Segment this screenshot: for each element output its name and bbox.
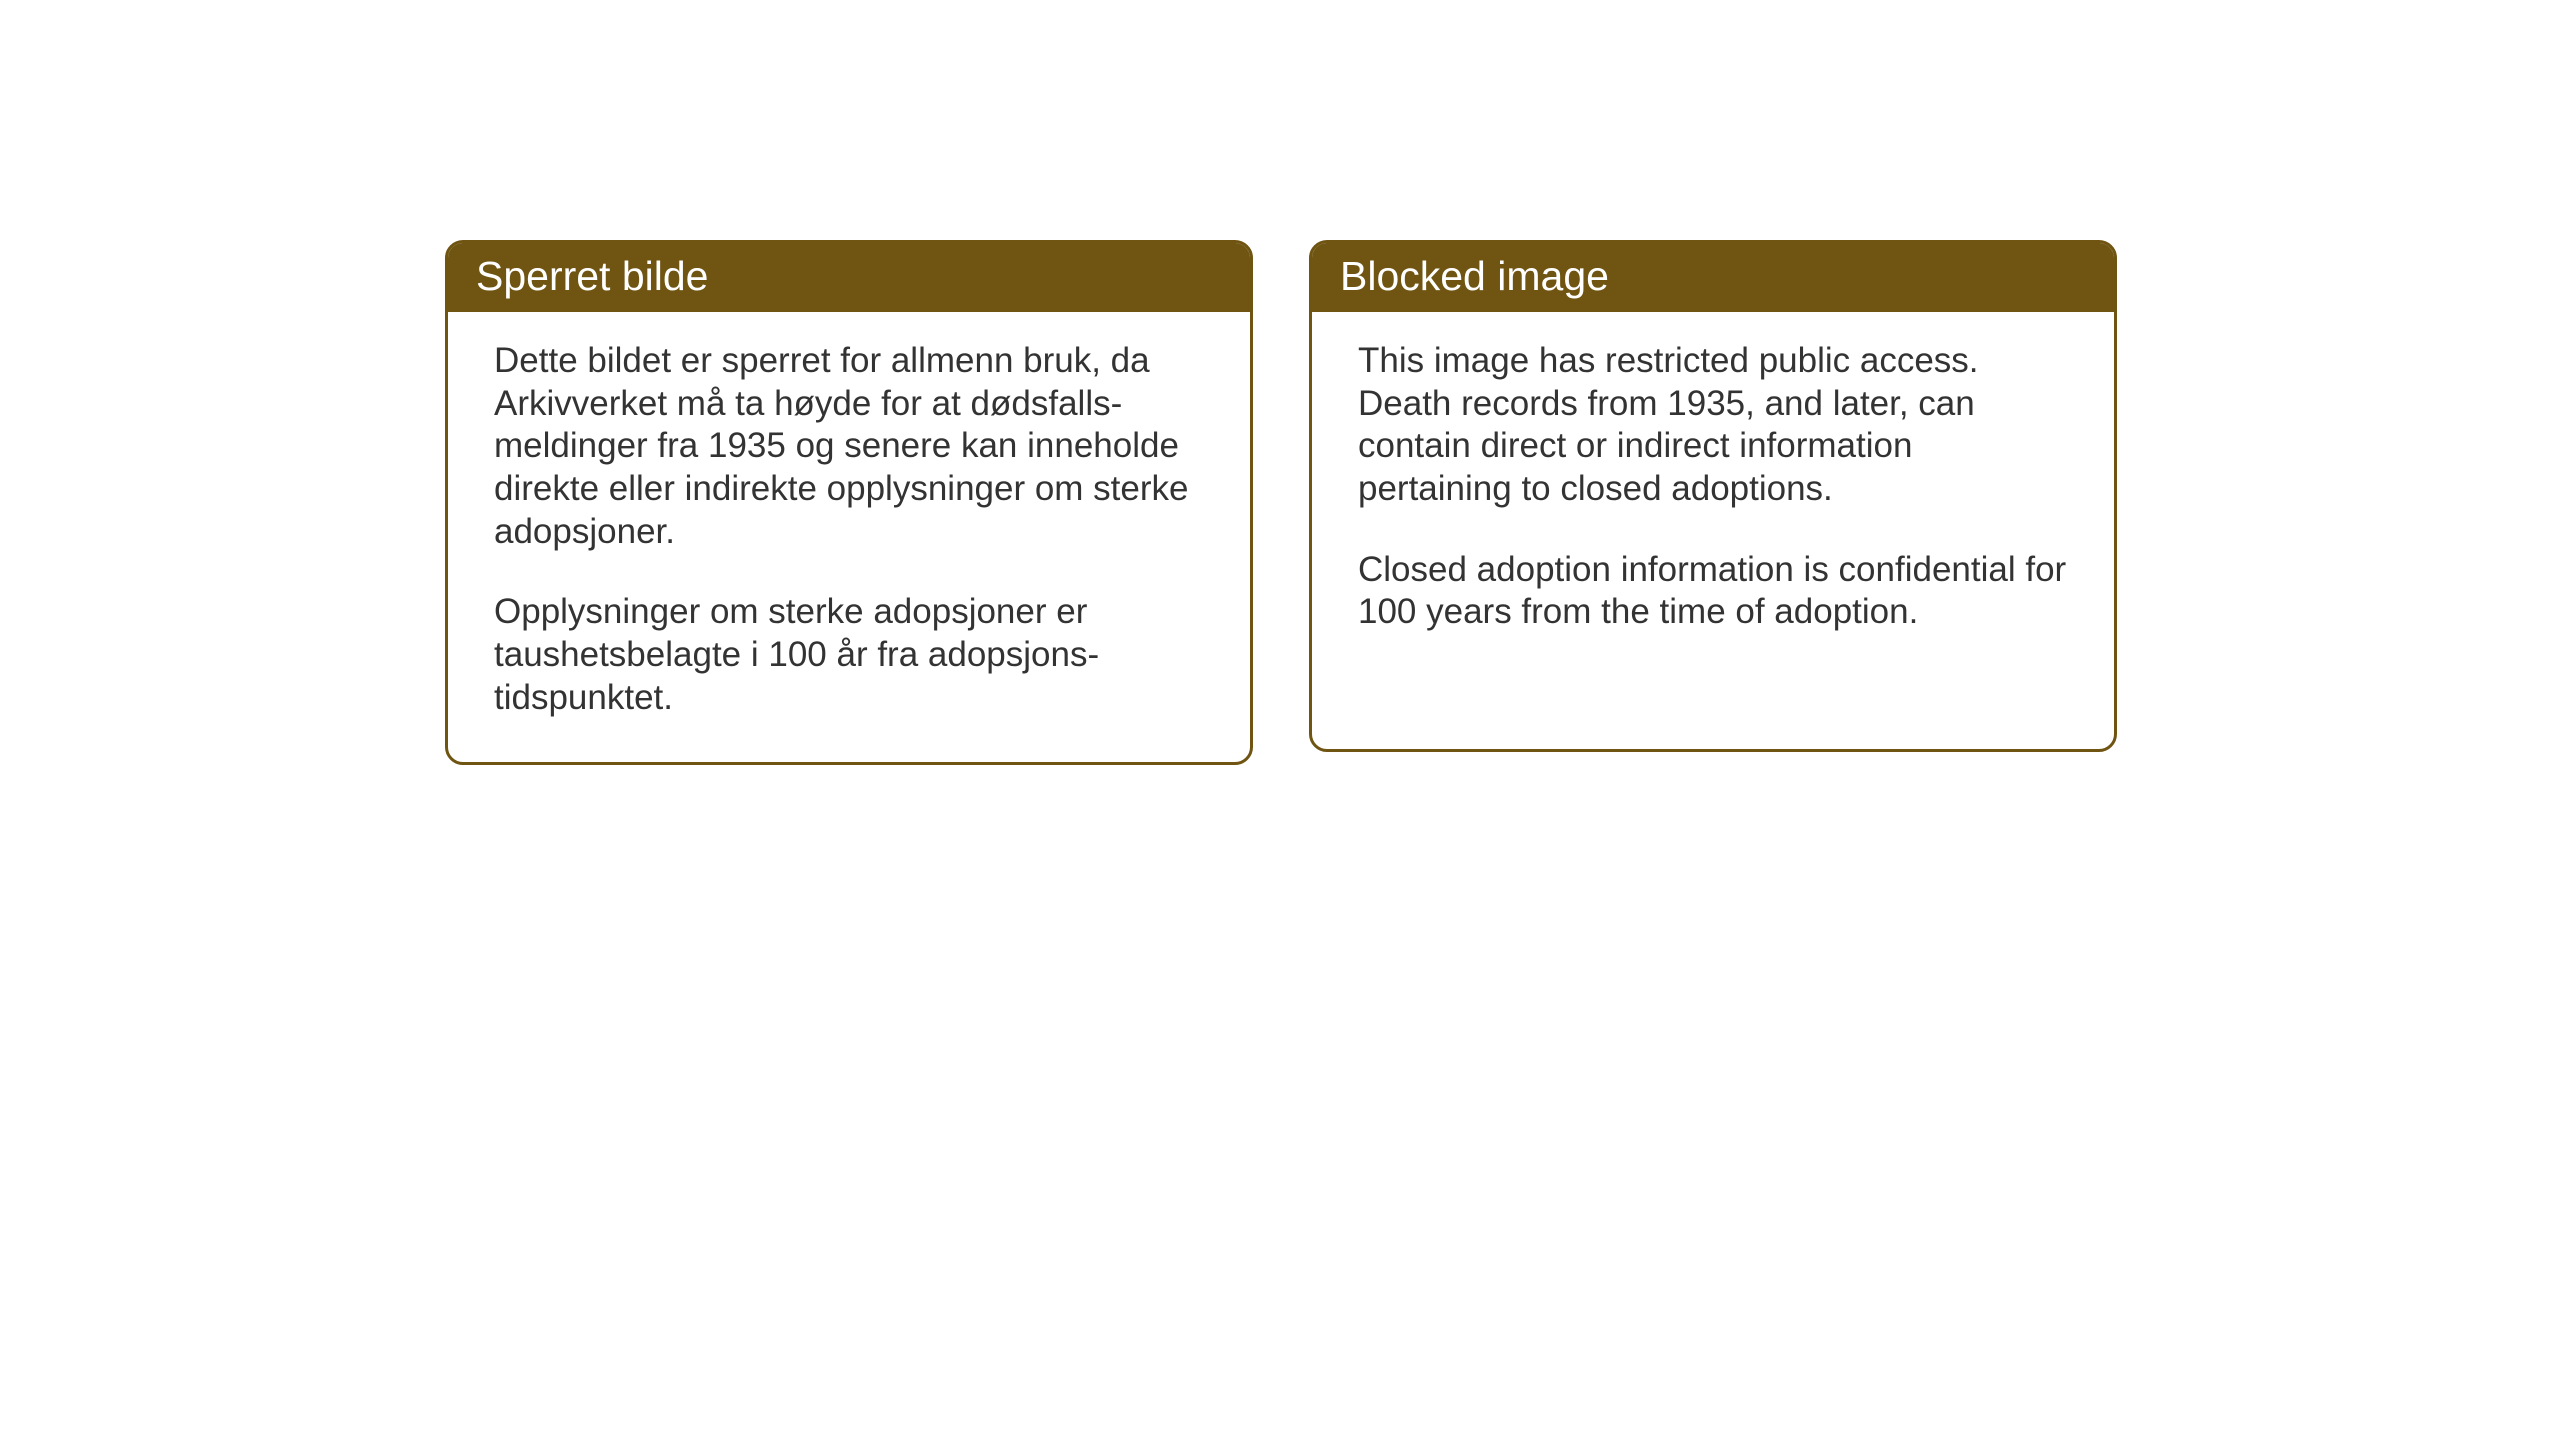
card-header-english: Blocked image: [1312, 243, 2114, 312]
paragraph-english-1: This image has restricted public access.…: [1358, 340, 2068, 511]
card-header-norwegian: Sperret bilde: [448, 243, 1250, 312]
card-norwegian: Sperret bilde Dette bildet er sperret fo…: [445, 240, 1253, 765]
card-english: Blocked image This image has restricted …: [1309, 240, 2117, 752]
paragraph-norwegian-2: Opplysninger om sterke adopsjoner er tau…: [494, 591, 1204, 719]
card-body-norwegian: Dette bildet er sperret for allmenn bruk…: [448, 312, 1250, 762]
card-title-english: Blocked image: [1340, 253, 1609, 299]
card-title-norwegian: Sperret bilde: [476, 253, 708, 299]
paragraph-norwegian-1: Dette bildet er sperret for allmenn bruk…: [494, 340, 1204, 553]
card-body-english: This image has restricted public access.…: [1312, 312, 2114, 676]
cards-container: Sperret bilde Dette bildet er sperret fo…: [445, 240, 2117, 765]
paragraph-english-2: Closed adoption information is confident…: [1358, 549, 2068, 634]
